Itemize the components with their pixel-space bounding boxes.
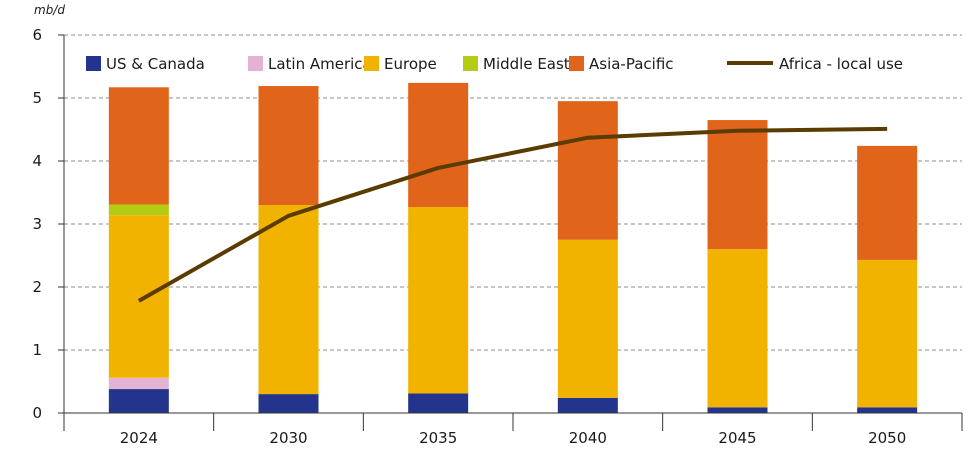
legend-swatch-us-canada (86, 56, 101, 71)
x-tick-label: 2050 (868, 429, 906, 447)
y-tick-label: 6 (32, 26, 42, 44)
bar-2024-europe (109, 215, 169, 378)
legend-label-africa-local-use: Africa - local use (779, 55, 903, 73)
bar-2030-europe (259, 205, 319, 394)
africa-line-series (139, 129, 887, 301)
legend-label-us-canada: US & Canada (106, 55, 205, 73)
bar-2030-asia-pacific (259, 86, 319, 205)
bar-2024-latin-america (109, 378, 169, 389)
bar-2035-asia-pacific (408, 83, 468, 207)
legend-label-europe: Europe (384, 55, 437, 73)
x-tick-label: 2045 (718, 429, 756, 447)
x-tick-label: 2030 (269, 429, 307, 447)
bar-2035-europe (408, 207, 468, 393)
bar-2045-us-canada (708, 407, 768, 413)
bar-2050-europe (857, 260, 917, 407)
bar-2040-asia-pacific (558, 101, 618, 240)
axes: 0 1 2 3 4 5 6 2024 2030 2035 2040 2045 2050 (32, 26, 962, 447)
legend-swatch-middle-east (463, 56, 478, 71)
gridlines (64, 35, 962, 350)
legend-swatch-latin-america (248, 56, 263, 71)
y-tick-label: 1 (32, 341, 42, 359)
bar-2045-europe (708, 249, 768, 407)
x-tick-label: 2035 (419, 429, 457, 447)
y-tick-label: 3 (32, 215, 42, 233)
legend: US & Canada Latin America Europe Middle Eas… (86, 55, 903, 73)
bar-2050-us-canada (857, 407, 917, 413)
y-unit-label: mb/d (34, 3, 65, 17)
bar-2050-asia-pacific (857, 146, 917, 260)
y-tick-label: 5 (32, 89, 42, 107)
legend-swatch-europe (364, 56, 379, 71)
bar-2030-us-canada (259, 394, 319, 413)
y-tick-label: 2 (32, 278, 42, 296)
y-tick-label: 0 (32, 404, 42, 422)
bar-2024-middle-east (109, 204, 169, 215)
bar-2024-us-canada (109, 389, 169, 413)
bar-2035-us-canada (408, 393, 468, 413)
africa-line (139, 129, 887, 301)
bar-2045-asia-pacific (708, 120, 768, 249)
bar-2040-us-canada (558, 398, 618, 413)
legend-label-middle-east: Middle East (483, 55, 570, 73)
legend-label-asia-pacific: Asia-Pacific (589, 55, 674, 73)
x-tick-label: 2024 (120, 429, 158, 447)
y-tick-label: 4 (32, 152, 42, 170)
legend-swatch-asia-pacific (569, 56, 584, 71)
legend-label-latin-america: Latin America (268, 55, 372, 73)
bar-2024-asia-pacific (109, 87, 169, 204)
bar-2040-europe (558, 240, 618, 398)
x-tick-label: 2040 (569, 429, 607, 447)
